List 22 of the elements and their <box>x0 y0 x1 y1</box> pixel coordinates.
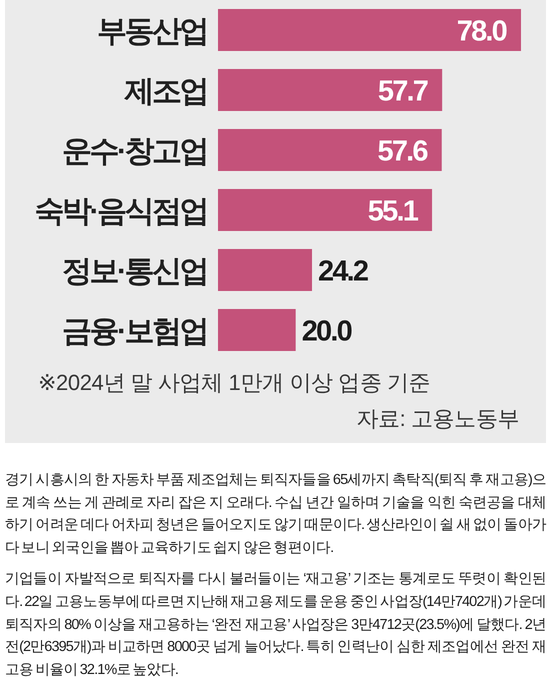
data-label: 20.0 <box>302 315 352 348</box>
data-label: 57.6 <box>378 135 428 168</box>
y-tick-label: 운수·창고업 <box>62 134 207 168</box>
text: 기업들이 자발적으로 퇴직자를 다시 불러들이는 ‘재고용’ 기조는 통계로도 뚜렷이 확인된다. 22일 고용노동부에 따르면 지난해 재고용 제도를 운용 중인 사업장(14만7402개) 가운데 퇴직자의 80% 이상을 재고용하는 ‘완전 재고용’ 사업장은 3만4712곳(23.5%)에 달했다. 2년 전(2만6395개)과 비교하면 8000곳 넘게 늘어났다. 특히 인력난이 심한 제조업에선 완전 재고용 비율이 32.1%로 높았다. <box>5 570 546 680</box>
data-label: 57.7 <box>378 75 428 108</box>
bar <box>218 309 296 351</box>
data-label: 24.2 <box>318 255 368 288</box>
y-tick-label: 금융·보험업 <box>62 314 207 348</box>
bar <box>218 9 521 51</box>
y-tick-label: 정보·통신업 <box>62 254 207 288</box>
text: 자료: 고용노동부 <box>356 405 519 433</box>
data-label: 78.0 <box>456 15 507 48</box>
y-tick-label: 숙박·음식점업 <box>34 194 207 228</box>
text: ※2024년 말 사업체 1만개 이상 업종 기준 <box>38 369 430 397</box>
bar <box>218 249 312 291</box>
bar <box>218 189 432 231</box>
y-tick-label: 제조업 <box>124 74 207 108</box>
data-label: 55.1 <box>368 195 419 228</box>
bar <box>218 69 442 111</box>
y-tick-label: 부동산업 <box>97 14 207 48</box>
bar <box>218 129 442 171</box>
text: 경기 시흥시의 한 자동차 부품 제조업체는 퇴직자들을 65세까지 촉탁직(퇴직 후 재고용)으로 계속 쓰는 게 관례로 자리 잡은 지 오래다. 수십 년간 일하며 기술을 익힌 숙련공을 대체하기 어려운 데다 어차피 청년은 들어오지도 않기 때문이다. 생산라인이 쉴 새 없이 돌아가다 보니 외국인을 뽑아 교육하기도 쉽지 않은 형편이다. <box>5 471 546 558</box>
